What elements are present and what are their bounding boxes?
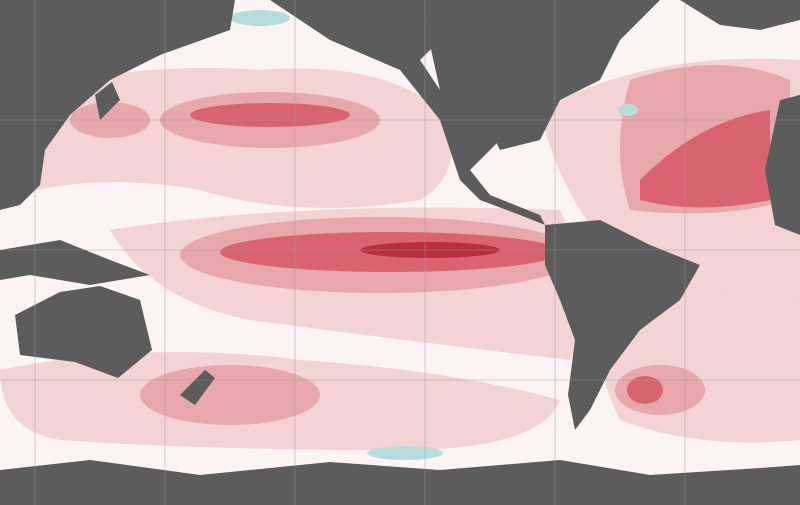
- new-zealand: [180, 370, 215, 405]
- south-america: [545, 220, 700, 430]
- asia: [0, 0, 235, 210]
- north-america: [420, 0, 660, 150]
- tasman-warm: [140, 365, 320, 425]
- north-pacific-core: [190, 103, 350, 127]
- cool-patch: [618, 104, 638, 116]
- indonesia: [0, 240, 150, 285]
- africa: [765, 95, 800, 235]
- japan: [95, 82, 120, 120]
- antarctica: [0, 460, 800, 505]
- cool-patch: [230, 10, 290, 26]
- cool-patch: [367, 446, 443, 460]
- greenland: [680, 0, 800, 30]
- south-atlantic-core: [627, 376, 663, 404]
- atlantic-core: [640, 110, 770, 208]
- australia: [15, 286, 152, 378]
- north-america-west: [270, 0, 545, 225]
